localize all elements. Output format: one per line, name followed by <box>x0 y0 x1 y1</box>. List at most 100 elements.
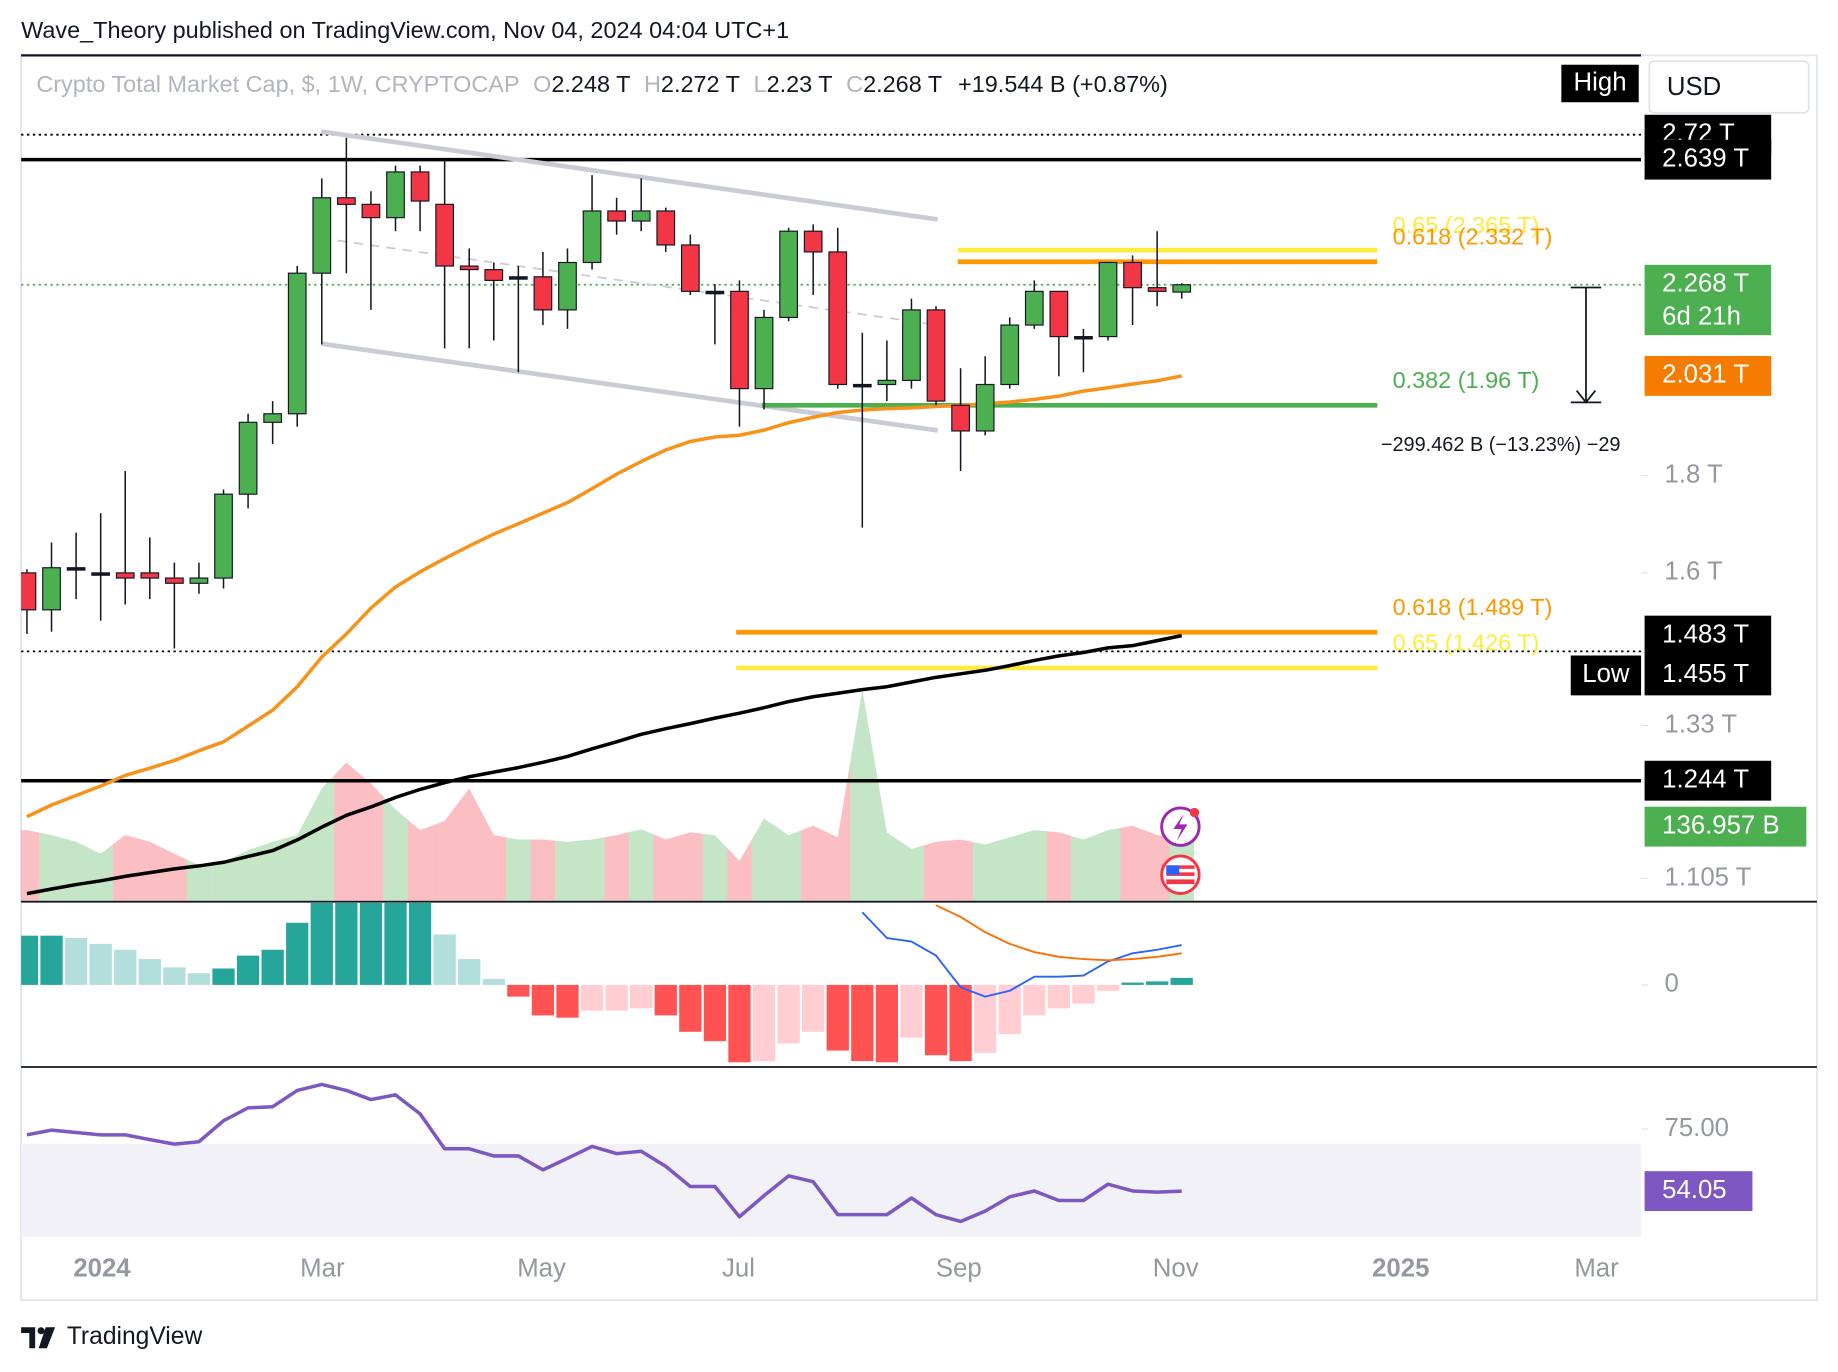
price-label: 1.244 T <box>1662 766 1749 794</box>
volume-area <box>948 839 973 901</box>
currency-label[interactable]: USD <box>1667 73 1721 101</box>
macd-line <box>935 904 1182 962</box>
macd-bar <box>556 984 579 1018</box>
y-tick-label: 75.00 <box>1665 1114 1729 1142</box>
macd-bar <box>433 934 456 985</box>
measure-tool: −299.462 B (−13.23%) −29 <box>1381 286 1620 456</box>
volume-area <box>678 832 703 901</box>
rsi-band <box>21 1143 1642 1237</box>
macd-bar <box>728 984 751 1063</box>
y-tick-label: 1.6 T <box>1665 558 1724 586</box>
macd-bar <box>89 943 112 985</box>
volume-area <box>186 859 212 901</box>
macd-group <box>21 902 1193 1063</box>
legend-key: C <box>846 71 863 97</box>
macd-bar <box>605 984 628 1011</box>
candle-body <box>754 316 774 390</box>
x-tick-label: 2024 <box>73 1255 131 1283</box>
candle-body <box>1123 261 1142 289</box>
volume-area <box>1120 825 1145 901</box>
footer-text: TradingView <box>67 1323 203 1350</box>
macd-bar <box>261 949 284 985</box>
volume-area <box>751 818 777 901</box>
legend-title: Crypto Total Market Cap, $, 1W, CRYPTOCA… <box>36 71 519 97</box>
macd-bar <box>187 973 211 985</box>
candle-body <box>66 567 86 571</box>
price-label-box <box>1644 655 1772 696</box>
legend: Crypto Total Market Cap, $, 1W, CRYPTOCA… <box>36 71 1168 97</box>
legend-value: 2.268 T <box>863 71 942 97</box>
volume-area <box>800 825 826 901</box>
macd-bar <box>752 984 776 1062</box>
price-label: 2.031 T <box>1662 361 1749 389</box>
macd-bar <box>531 984 555 1016</box>
candle-body <box>1049 290 1069 338</box>
macd-bar <box>1096 984 1120 991</box>
currency-button[interactable] <box>1648 60 1810 114</box>
candle-body <box>582 210 602 264</box>
candle-body <box>484 269 504 281</box>
channel-lower <box>320 341 939 433</box>
x-tick-label: Sep <box>936 1255 982 1283</box>
candle-body <box>238 421 258 495</box>
macd-bar <box>21 935 39 985</box>
y-tick-label: 1.105 T <box>1665 863 1752 891</box>
price-label-box <box>1644 139 1772 180</box>
volume-area <box>137 838 163 901</box>
volume-area <box>88 844 113 901</box>
macd-bar <box>630 984 653 1009</box>
candle-body <box>263 413 283 423</box>
flag-canton <box>1166 865 1180 875</box>
logo-mark <box>38 1327 56 1349</box>
legend-change: +19.544 B (+0.87%) <box>958 71 1168 97</box>
legend-value: 2.248 T <box>551 71 630 97</box>
candle-body <box>631 210 651 222</box>
candle-body <box>902 309 921 381</box>
candle-body <box>558 261 577 311</box>
candle-body <box>386 171 405 219</box>
y-tick-label: 1.33 T <box>1665 710 1738 738</box>
legend-value: 2.23 T <box>767 71 833 97</box>
volume-area <box>653 834 679 901</box>
volume-area <box>727 839 752 901</box>
fib-label: 0.618 (2.332 T) <box>1393 224 1553 250</box>
macd-bar <box>1170 977 1193 985</box>
volume-area <box>112 835 138 901</box>
candle-body <box>91 572 111 576</box>
macd-bar <box>924 984 948 1056</box>
low-badge-text: Low <box>1582 660 1630 688</box>
candle-body <box>779 230 798 319</box>
macd-bar <box>1121 982 1144 985</box>
candle-body <box>1024 290 1044 326</box>
price-label-box <box>1644 615 1772 656</box>
candle-body <box>705 290 725 295</box>
candle-body <box>607 210 626 222</box>
moving-average <box>26 374 1183 819</box>
channel <box>320 129 939 433</box>
flag-stripe <box>1166 868 1195 873</box>
price-label: 2.639 T <box>1662 144 1749 172</box>
fib-label: 0.65 (1.426 T) <box>1393 630 1540 656</box>
channel-mid <box>321 237 938 326</box>
volume-area <box>260 838 285 901</box>
indicator-icons[interactable] <box>1160 806 1201 895</box>
y-tick-label: 1.8 T <box>1665 460 1724 488</box>
volume-area <box>21 830 40 901</box>
high-badge-text: High <box>1574 68 1627 96</box>
volume-area <box>776 826 801 901</box>
candle-body <box>828 251 848 386</box>
volume-label-box <box>1644 806 1807 847</box>
price-label: 1.455 T <box>1662 660 1749 688</box>
candle-body <box>852 383 872 388</box>
volume-area <box>162 847 187 901</box>
macd-bar <box>114 949 137 985</box>
macd-bar <box>163 967 186 985</box>
volume-area <box>334 762 359 901</box>
macd-bar <box>802 984 825 1032</box>
volume-area <box>506 837 531 901</box>
macd-bar <box>1047 984 1071 1009</box>
candle-body <box>926 309 946 402</box>
